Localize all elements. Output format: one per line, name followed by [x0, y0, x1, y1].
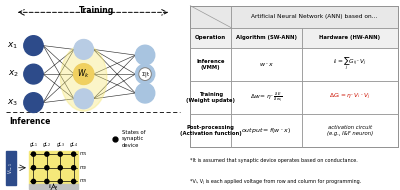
Circle shape [24, 36, 43, 55]
Text: $W_k$: $W_k$ [77, 68, 90, 80]
Circle shape [58, 166, 62, 170]
Text: $I_{l-a}$: $I_{l-a}$ [48, 182, 59, 190]
Text: $\Delta w = \eta \cdot \frac{\partial E}{\partial w_i}$: $\Delta w = \eta \cdot \frac{\partial E}… [250, 91, 282, 104]
Circle shape [45, 179, 49, 184]
Text: Training
(Weight update): Training (Weight update) [186, 92, 235, 103]
Circle shape [32, 179, 36, 184]
Circle shape [136, 45, 155, 65]
Text: $x_2$: $x_2$ [8, 69, 18, 79]
Text: Hardware (HW-ANN): Hardware (HW-ANN) [319, 35, 380, 40]
Text: $\Sigma$|t: $\Sigma$|t [140, 70, 150, 79]
Text: Post-processing
(Activation function): Post-processing (Activation function) [180, 125, 242, 136]
Text: Operation: Operation [195, 35, 226, 40]
Ellipse shape [60, 45, 107, 111]
Text: $V_{i-1}$: $V_{i-1}$ [6, 162, 15, 174]
Text: *It is assumed that synaptic device operates based on conductance.: *It is assumed that synaptic device oper… [190, 158, 358, 163]
Text: $\Delta G_i = \eta \cdot V_i \cdot V_j$: $\Delta G_i = \eta \cdot V_i \cdot V_j$ [329, 92, 370, 102]
Text: States of
synaptic
device: States of synaptic device [122, 130, 145, 148]
Text: activation circuit
(e.g., I&F neuron): activation circuit (e.g., I&F neuron) [327, 125, 373, 136]
Circle shape [32, 166, 36, 170]
Text: $gL_3$: $gL_3$ [56, 140, 65, 149]
Text: $I_i = \sum_j G_{ij} \cdot V_j$: $I_i = \sum_j G_{ij} \cdot V_j$ [333, 55, 367, 73]
Text: Inference
(VMM): Inference (VMM) [196, 59, 225, 70]
Bar [231, 28, 302, 48]
Circle shape [136, 64, 155, 84]
Text: $gL_2$: $gL_2$ [42, 140, 52, 149]
Circle shape [58, 179, 62, 184]
Bar [190, 6, 231, 28]
Text: $output = f(w \cdot x)$: $output = f(w \cdot x)$ [241, 126, 291, 135]
Text: $m_3$: $m_3$ [79, 177, 88, 185]
Text: $m_2$: $m_2$ [79, 164, 88, 172]
Bar [29, 184, 78, 189]
Circle shape [74, 40, 93, 59]
Circle shape [74, 64, 93, 84]
Text: *Vᵢ, Vⱼ is each applied voltage from row and column for programming.: *Vᵢ, Vⱼ is each applied voltage from row… [190, 179, 362, 184]
Text: $w \cdot x$: $w \cdot x$ [259, 61, 274, 68]
Text: $x_3$: $x_3$ [8, 97, 18, 108]
Circle shape [72, 179, 76, 184]
Circle shape [58, 152, 62, 156]
Circle shape [74, 89, 93, 109]
Circle shape [45, 152, 49, 156]
Circle shape [72, 166, 76, 170]
Text: $m_1$: $m_1$ [79, 150, 88, 158]
Bar [231, 6, 398, 28]
Text: $gL_4$: $gL_4$ [69, 140, 78, 149]
Circle shape [45, 166, 49, 170]
Text: Inference: Inference [9, 117, 51, 126]
Circle shape [74, 64, 94, 85]
Bar [29, 151, 78, 184]
Circle shape [139, 68, 151, 81]
Text: $x_1$: $x_1$ [8, 40, 18, 51]
Text: $gL_1$: $gL_1$ [29, 140, 38, 149]
Circle shape [32, 152, 36, 156]
Circle shape [136, 83, 155, 103]
Circle shape [72, 152, 76, 156]
Text: Training: Training [79, 6, 114, 15]
Text: Artificial Neural Network (ANN) based on…: Artificial Neural Network (ANN) based on… [251, 14, 378, 19]
Circle shape [24, 93, 43, 112]
Circle shape [24, 64, 43, 84]
Bar [6, 151, 16, 185]
Bar [190, 28, 231, 48]
Text: Algorithm (SW-ANN): Algorithm (SW-ANN) [236, 35, 297, 40]
Bar [302, 28, 398, 48]
